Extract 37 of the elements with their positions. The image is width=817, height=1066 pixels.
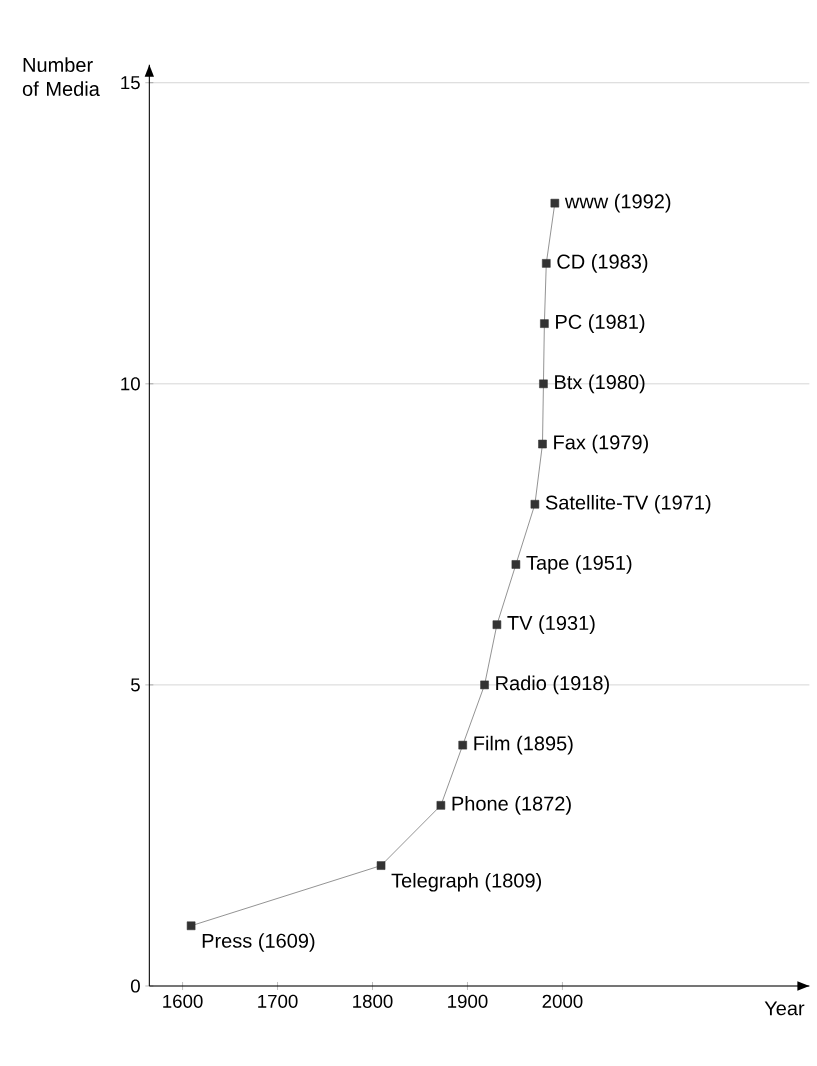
point xyxy=(511,560,521,569)
annotation: www (1992) xyxy=(564,193,671,213)
point xyxy=(550,198,560,208)
annotation: Phone (1872) xyxy=(452,796,571,815)
point xyxy=(376,861,386,870)
point xyxy=(540,319,549,328)
y-tick-label: 5 xyxy=(130,678,140,692)
annotation: Tape (1951) xyxy=(526,555,632,574)
annotation: Telegraph (1809) xyxy=(391,872,542,892)
point xyxy=(530,499,540,509)
point xyxy=(186,921,196,931)
x-tick-label: 1700 xyxy=(258,994,298,1008)
annotation: Press (1609) xyxy=(202,933,315,952)
y-axis-title: Number of Media xyxy=(22,57,100,96)
y-tick-label: 10 xyxy=(121,377,140,391)
point xyxy=(480,680,489,690)
point xyxy=(539,379,548,389)
annotation: Fax (1979) xyxy=(554,434,648,454)
annotation: TV (1931) xyxy=(507,615,595,635)
y-tick-label: 15 xyxy=(121,76,140,90)
annotation: CD (1983) xyxy=(557,254,648,273)
annotation: PC (1981) xyxy=(556,314,645,333)
x-axis-title: Year xyxy=(764,1001,805,1016)
annotation: Satellite-TV (1971) xyxy=(545,494,711,514)
y-tick-label: 0 xyxy=(130,979,140,993)
x-tick-label: 1600 xyxy=(163,994,203,1008)
x-tick-label: 2000 xyxy=(542,994,583,1008)
point xyxy=(538,439,547,449)
point xyxy=(492,620,502,629)
annotation: Btx (1980) xyxy=(555,374,645,394)
point xyxy=(436,801,446,810)
point xyxy=(458,740,467,750)
x-tick-label: 1900 xyxy=(448,994,488,1008)
annotation: Radio (1918) xyxy=(496,675,609,695)
annotation: Film (1895) xyxy=(474,735,573,755)
x-tick-label: 1800 xyxy=(353,994,393,1008)
point xyxy=(542,259,551,268)
